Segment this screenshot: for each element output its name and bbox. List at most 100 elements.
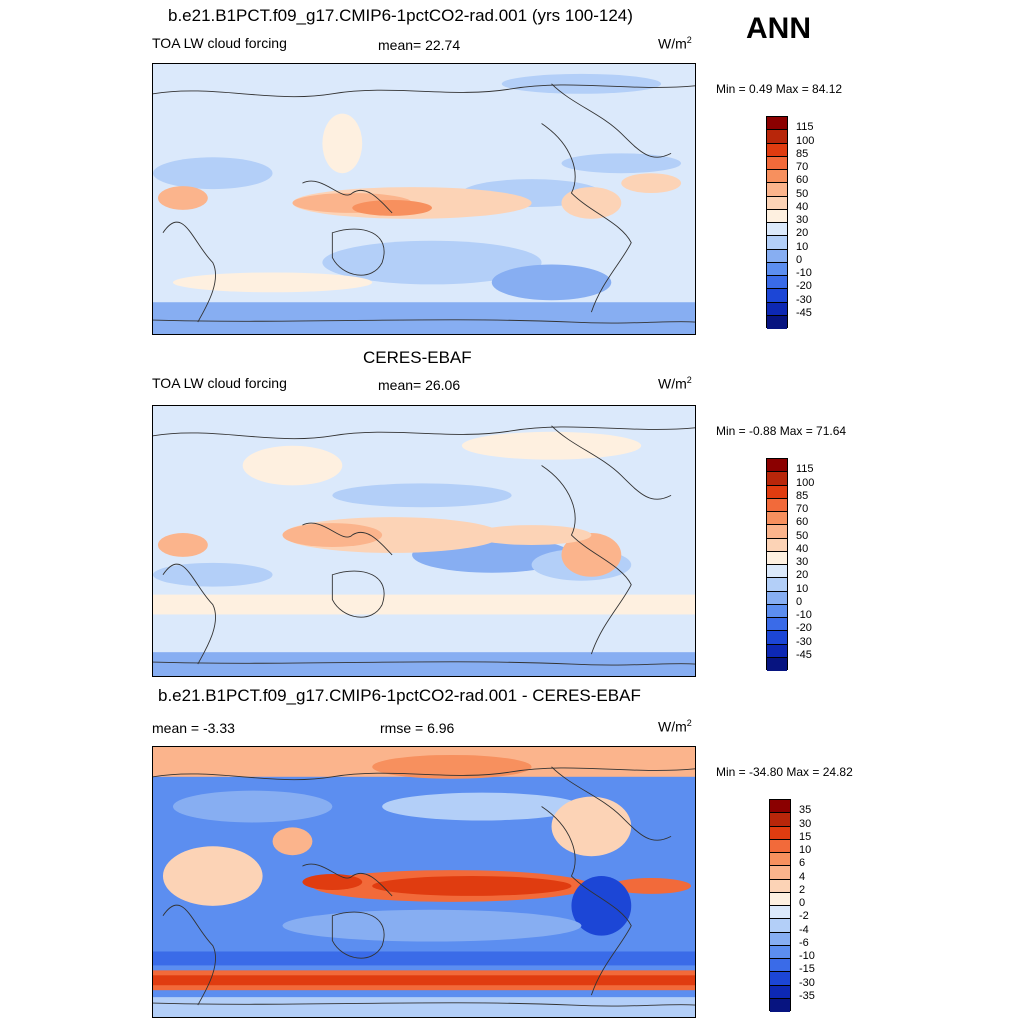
colorbar-swatch bbox=[770, 932, 790, 946]
colorbar-swatch bbox=[767, 143, 787, 157]
colorbar-swatch bbox=[767, 551, 787, 565]
colorbar-tick-label: 2 bbox=[799, 883, 806, 896]
colorbar-tick-label: 0 bbox=[796, 595, 803, 608]
colorbar-tick-label: -10 bbox=[799, 950, 815, 962]
colorbar-swatch bbox=[767, 276, 787, 290]
panel1-mean: mean= 22.74 bbox=[378, 37, 461, 53]
panel1-field bbox=[153, 64, 695, 334]
colorbar-tick-label: 20 bbox=[796, 569, 809, 582]
colorbar-swatch bbox=[767, 459, 787, 473]
colorbar-tick-label: 0 bbox=[796, 253, 803, 266]
colorbar-tick-label: 85 bbox=[796, 147, 809, 160]
colorbar-tick-label: -15 bbox=[799, 963, 815, 976]
colorbar-tick-label: 60 bbox=[796, 516, 809, 529]
colorbar-tick-label: 40 bbox=[796, 200, 809, 213]
colorbar-swatch bbox=[767, 315, 787, 329]
colorbar-swatch bbox=[770, 813, 790, 827]
colorbar-swatch bbox=[770, 853, 790, 867]
colorbar-swatch bbox=[770, 906, 790, 920]
colorbar-tick-label: 115 bbox=[796, 463, 814, 476]
colorbar-swatch bbox=[770, 945, 790, 959]
colorbar-tick-label: -45 bbox=[796, 648, 812, 661]
colorbar-tick-label: -45 bbox=[796, 306, 812, 319]
colorbar-swatch bbox=[767, 130, 787, 144]
panel1-units: W/m2 bbox=[658, 35, 692, 52]
panel3-map bbox=[152, 746, 696, 1018]
colorbar-swatch bbox=[767, 117, 787, 131]
colorbar-swatch bbox=[767, 512, 787, 526]
colorbar-tick-label: 15 bbox=[799, 830, 812, 843]
colorbar-tick-label: -30 bbox=[796, 635, 812, 648]
panel2-minmax: Min = -0.88 Max = 71.64 bbox=[716, 424, 847, 438]
panel3-units: W/m2 bbox=[658, 718, 692, 735]
colorbar-tick-label: -10 bbox=[796, 609, 812, 621]
colorbar-tick-label: 4 bbox=[799, 870, 806, 883]
colorbar-swatch bbox=[767, 223, 787, 237]
colorbar-tick-label: 30 bbox=[796, 556, 809, 568]
colorbar-swatch bbox=[767, 183, 787, 197]
colorbar-tick-label: 10 bbox=[799, 844, 812, 856]
colorbar-swatch bbox=[767, 604, 787, 618]
season-label: ANN bbox=[746, 12, 811, 45]
colorbar-swatch bbox=[770, 972, 790, 986]
colorbar-tick-label: 100 bbox=[796, 134, 815, 147]
colorbar-swatch bbox=[770, 919, 790, 933]
colorbar-tick-label: 6 bbox=[799, 857, 806, 870]
colorbar-swatch bbox=[767, 644, 787, 658]
colorbar-swatch bbox=[767, 196, 787, 210]
colorbar-swatch bbox=[767, 591, 787, 605]
colorbar-tick-label: 70 bbox=[796, 503, 809, 515]
colorbar-swatch bbox=[767, 236, 787, 250]
colorbar-tick-label: 30 bbox=[796, 214, 809, 226]
colorbar-tick-label: -2 bbox=[799, 910, 809, 923]
colorbar-tick-label: 35 bbox=[799, 804, 812, 817]
colorbar-tick-label: -20 bbox=[796, 280, 812, 293]
panel3-minmax: Min = -34.80 Max = 24.82 bbox=[716, 765, 853, 779]
panel2-title: CERES-EBAF bbox=[363, 348, 472, 367]
colorbar-swatch bbox=[770, 998, 790, 1012]
colorbar-tick-label: 30 bbox=[799, 817, 812, 830]
panel3-rmse: rmse = 6.96 bbox=[380, 720, 455, 736]
colorbar-swatch bbox=[770, 879, 790, 893]
colorbar-tick-label: 70 bbox=[796, 161, 809, 173]
colorbar-tick-label: 60 bbox=[796, 174, 809, 187]
panel2-field bbox=[153, 406, 695, 676]
colorbar-swatch bbox=[770, 959, 790, 973]
colorbar-swatch bbox=[767, 289, 787, 303]
colorbar-swatch bbox=[767, 485, 787, 499]
colorbar-swatch bbox=[767, 249, 787, 263]
panel2-variable: TOA LW cloud forcing bbox=[152, 375, 287, 391]
colorbar-swatch bbox=[767, 170, 787, 184]
colorbar-tick-label: 40 bbox=[796, 542, 809, 555]
colorbar-tick-label: -4 bbox=[799, 923, 809, 936]
colorbar-swatch bbox=[767, 525, 787, 539]
panel2-map bbox=[152, 405, 696, 677]
colorbar-swatch bbox=[767, 472, 787, 486]
panel3-title: b.e21.B1PCT.f09_g17.CMIP6-1pctCO2-rad.00… bbox=[158, 686, 641, 705]
colorbar-tick-label: 100 bbox=[796, 476, 815, 489]
colorbar-swatch bbox=[770, 985, 790, 999]
colorbar-tick-label: 20 bbox=[796, 227, 809, 240]
panel1-variable: TOA LW cloud forcing bbox=[152, 35, 287, 51]
colorbar-swatch bbox=[767, 657, 787, 671]
colorbar-swatch bbox=[770, 892, 790, 906]
colorbar-swatch bbox=[767, 302, 787, 316]
colorbar-tick-label: -10 bbox=[796, 267, 812, 279]
panel3-field bbox=[153, 747, 695, 1017]
colorbar-swatch bbox=[767, 209, 787, 223]
panel1-minmax: Min = 0.49 Max = 84.12 bbox=[716, 82, 843, 96]
colorbar-swatch bbox=[767, 578, 787, 592]
colorbar-tick-label: -35 bbox=[799, 989, 815, 1002]
panel1-map bbox=[152, 63, 696, 335]
colorbar-swatch bbox=[767, 538, 787, 552]
colorbar-tick-label: 115 bbox=[796, 121, 814, 134]
colorbar-tick-label: 10 bbox=[796, 582, 809, 595]
colorbar-swatch bbox=[767, 262, 787, 276]
panel3-colorbar bbox=[769, 799, 791, 1012]
colorbar-tick-label: 50 bbox=[796, 529, 809, 542]
panel2-units: W/m2 bbox=[658, 375, 692, 392]
colorbar-swatch bbox=[767, 631, 787, 645]
colorbar-swatch bbox=[770, 866, 790, 880]
colorbar-swatch bbox=[767, 565, 787, 579]
panel2-mean: mean= 26.06 bbox=[378, 377, 461, 393]
